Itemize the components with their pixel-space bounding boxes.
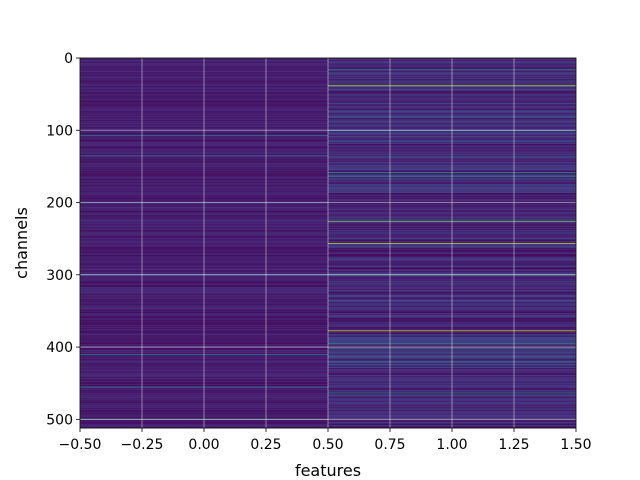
x-tick-label: 0.00 — [188, 437, 219, 453]
x-tick-label: −0.25 — [121, 437, 164, 453]
y-axis-title: channels — [12, 207, 31, 279]
x-tick-label: 1.25 — [498, 437, 529, 453]
y-tick-label: 200 — [46, 196, 73, 212]
x-tick-label: 1.00 — [436, 437, 467, 453]
y-axis-ticks: 0 100 200 300 400 500 — [46, 51, 80, 428]
y-tick-label: 500 — [46, 412, 73, 428]
x-tick-label: 0.50 — [312, 437, 343, 453]
x-axis-ticks: −0.50 −0.25 0.00 0.25 0.50 0.75 1.00 1.25 1.50 — [59, 428, 592, 453]
x-tick-label: 1.50 — [560, 437, 591, 453]
y-tick-label: 100 — [46, 123, 73, 139]
x-tick-label: 0.75 — [374, 437, 405, 453]
y-tick-label: 300 — [46, 268, 73, 284]
y-tick-label: 0 — [64, 51, 73, 67]
x-axis-title: features — [295, 461, 361, 480]
x-tick-label: −0.50 — [59, 437, 102, 453]
x-tick-label: 0.25 — [250, 437, 281, 453]
y-tick-label: 400 — [46, 340, 73, 356]
